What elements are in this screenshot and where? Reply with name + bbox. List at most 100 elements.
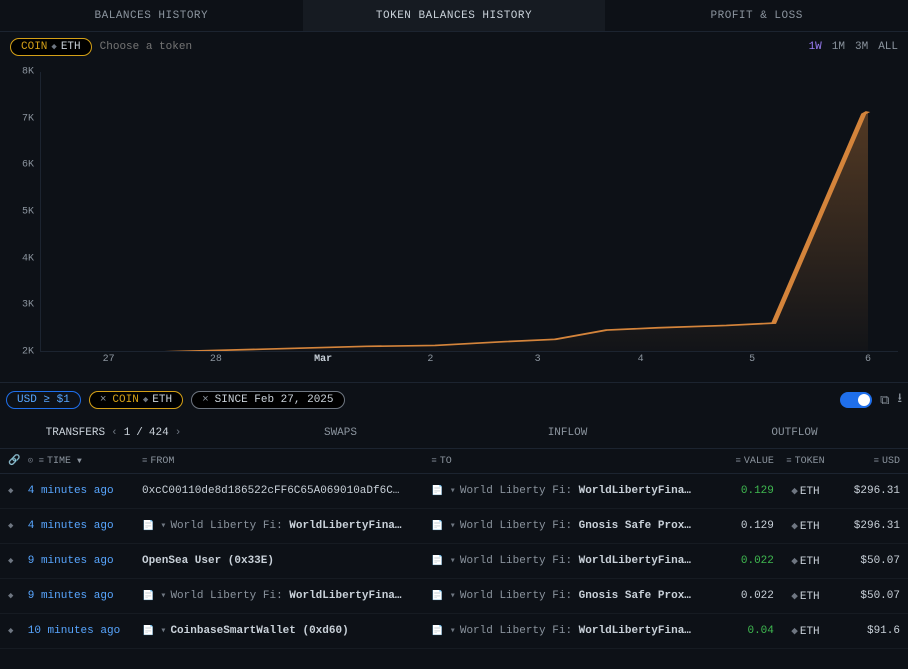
y-axis-label: 6K — [22, 160, 34, 171]
tx-value: 0.129 — [719, 520, 774, 532]
filter-coin-symbol: ETH — [152, 394, 172, 406]
page-total: 424 — [149, 427, 169, 439]
tx-to[interactable]: 📄 ▾World Liberty Fi: WorldLibertyFina… — [431, 625, 714, 637]
tx-from[interactable]: 0xcC00110de8d186522cFF6C65A069010aDf6C… — [142, 485, 427, 497]
tx-token: ◆ETH — [778, 624, 833, 638]
col-usd[interactable]: ≡USD — [837, 456, 900, 467]
filter-coin[interactable]: × COIN ◆ ETH — [89, 391, 183, 409]
x-axis-label: 5 — [749, 354, 755, 365]
tx-usd: $296.31 — [837, 520, 900, 532]
tab-inflow[interactable]: INFLOW — [454, 417, 681, 448]
chart-plot — [40, 72, 898, 352]
copy-icon[interactable]: ⧉ — [880, 393, 889, 408]
table-row[interactable]: ◆ 9 minutes ago OpenSea User (0x33E) 📄 ▾Wor… — [0, 544, 908, 579]
col-to[interactable]: ≡TO — [431, 456, 714, 467]
tx-to[interactable]: 📄 ▾World Liberty Fi: WorldLibertyFina… — [431, 485, 714, 497]
filter-since-label: SINCE Feb 27, 2025 — [215, 394, 334, 406]
x-axis-label: 2 — [427, 354, 433, 365]
page-next-icon[interactable]: › — [175, 427, 182, 439]
remove-filter-icon[interactable]: × — [100, 394, 107, 406]
y-axis-label: 8K — [22, 67, 34, 78]
eth-icon: ◆ — [8, 625, 24, 637]
token-search-input[interactable] — [100, 41, 220, 53]
table-header: 🔗 ⊙ ≡TIME ▼ ≡FROM ≡TO ≡VALUE ≡TOKEN ≡USD — [0, 449, 908, 474]
y-axis-label: 2K — [22, 347, 34, 358]
tx-time[interactable]: 9 minutes ago — [28, 555, 138, 567]
x-axis: 2728Mar23456 — [40, 354, 898, 374]
page-prev-icon[interactable]: ‹ — [111, 427, 118, 439]
col-time[interactable]: ⊙ ≡TIME ▼ — [28, 456, 138, 467]
chart-container: 8K7K6K5K4K3K2K 2728Mar23456 — [0, 62, 908, 382]
time-range-selector: 1W 1M 3M ALL — [809, 41, 898, 53]
x-axis-label: Mar — [314, 354, 332, 365]
top-tabs: BALANCES HISTORY TOKEN BALANCES HISTORY … — [0, 0, 908, 32]
col-from[interactable]: ≡FROM — [142, 456, 427, 467]
tx-token: ◆ETH — [778, 589, 833, 603]
table-row[interactable]: ◆ 4 minutes ago 0xcC00110de8d186522cFF6C65… — [0, 474, 908, 509]
tx-time[interactable]: 9 minutes ago — [28, 590, 138, 602]
tab-profit-loss[interactable]: PROFIT & LOSS — [605, 0, 908, 31]
table-body: ◆ 4 minutes ago 0xcC00110de8d186522cFF6C65… — [0, 474, 908, 649]
y-axis: 8K7K6K5K4K3K2K — [0, 72, 38, 352]
tx-from[interactable]: OpenSea User (0x33E) — [142, 555, 427, 567]
table-row[interactable]: ◆ 10 minutes ago 📄 ▾CoinbaseSmartWallet (0… — [0, 614, 908, 649]
tx-time[interactable]: 10 minutes ago — [28, 625, 138, 637]
tx-time[interactable]: 4 minutes ago — [28, 485, 138, 497]
col-token[interactable]: ≡TOKEN — [778, 456, 833, 467]
eth-icon: ◆ — [8, 555, 24, 567]
x-axis-label: 27 — [103, 354, 115, 365]
tx-from[interactable]: 📄 ▾World Liberty Fi: WorldLibertyFina… — [142, 520, 427, 532]
eth-icon: ◆ — [51, 42, 56, 52]
tab-swaps[interactable]: SWAPS — [227, 417, 454, 448]
tab-token-balances-history[interactable]: TOKEN BALANCES HISTORY — [303, 0, 606, 31]
y-axis-label: 7K — [22, 113, 34, 124]
table-row[interactable]: ◆ 9 minutes ago 📄 ▾World Liberty Fi: World… — [0, 579, 908, 614]
download-icon[interactable]: ⭳ — [897, 389, 902, 411]
tx-value: 0.022 — [719, 590, 774, 602]
tx-from[interactable]: 📄 ▾World Liberty Fi: WorldLibertyFina… — [142, 590, 427, 602]
tab-outflow[interactable]: OUTFLOW — [681, 417, 908, 448]
filter-coin-label: COIN — [112, 394, 138, 406]
tab-balances-history[interactable]: BALANCES HISTORY — [0, 0, 303, 31]
filter-since[interactable]: × SINCE Feb 27, 2025 — [191, 391, 344, 409]
x-axis-label: 28 — [210, 354, 222, 365]
range-all[interactable]: ALL — [878, 41, 898, 53]
tx-to[interactable]: 📄 ▾World Liberty Fi: WorldLibertyFina… — [431, 555, 714, 567]
toggle-switch[interactable] — [840, 392, 872, 408]
tx-value: 0.129 — [719, 485, 774, 497]
eth-icon: ◆ — [8, 590, 24, 602]
range-1w[interactable]: 1W — [809, 41, 822, 53]
tx-usd: $50.07 — [837, 590, 900, 602]
col-value[interactable]: ≡VALUE — [719, 456, 774, 467]
range-1m[interactable]: 1M — [832, 41, 845, 53]
tx-time[interactable]: 4 minutes ago — [28, 520, 138, 532]
eth-icon: ◆ — [8, 520, 24, 532]
tx-from[interactable]: 📄 ▾CoinbaseSmartWallet (0xd60) — [142, 625, 427, 637]
tx-token: ◆ETH — [778, 554, 833, 568]
page-sep: / — [136, 427, 143, 439]
page-current: 1 — [124, 427, 131, 439]
table-row[interactable]: ◆ 4 minutes ago 📄 ▾World Liberty Fi: World… — [0, 509, 908, 544]
tx-token: ◆ETH — [778, 519, 833, 533]
tx-to[interactable]: 📄 ▾World Liberty Fi: Gnosis Safe Prox… — [431, 520, 714, 532]
filter-usd[interactable]: USD ≥ $1 — [6, 391, 81, 409]
eth-icon: ◆ — [143, 395, 148, 405]
tx-value: 0.022 — [719, 555, 774, 567]
coin-pill[interactable]: COIN ◆ ETH — [10, 38, 92, 56]
col-link[interactable]: 🔗 — [8, 455, 24, 467]
tab-transfers[interactable]: TRANSFERS ‹ 1 / 424 › — [0, 417, 227, 448]
eth-icon: ◆ — [8, 485, 24, 497]
coin-symbol: ETH — [61, 41, 81, 53]
x-axis-label: 6 — [865, 354, 871, 365]
tx-usd: $91.6 — [837, 625, 900, 637]
tab-transfers-label: TRANSFERS — [46, 427, 105, 439]
tx-to[interactable]: 📄 ▾World Liberty Fi: Gnosis Safe Prox… — [431, 590, 714, 602]
tx-usd: $50.07 — [837, 555, 900, 567]
tx-token: ◆ETH — [778, 484, 833, 498]
remove-filter-icon[interactable]: × — [202, 394, 209, 406]
tx-usd: $296.31 — [837, 485, 900, 497]
range-3m[interactable]: 3M — [855, 41, 868, 53]
transfer-tabs: TRANSFERS ‹ 1 / 424 › SWAPS INFLOW OUTFL… — [0, 417, 908, 449]
tx-value: 0.04 — [719, 625, 774, 637]
y-axis-label: 3K — [22, 300, 34, 311]
